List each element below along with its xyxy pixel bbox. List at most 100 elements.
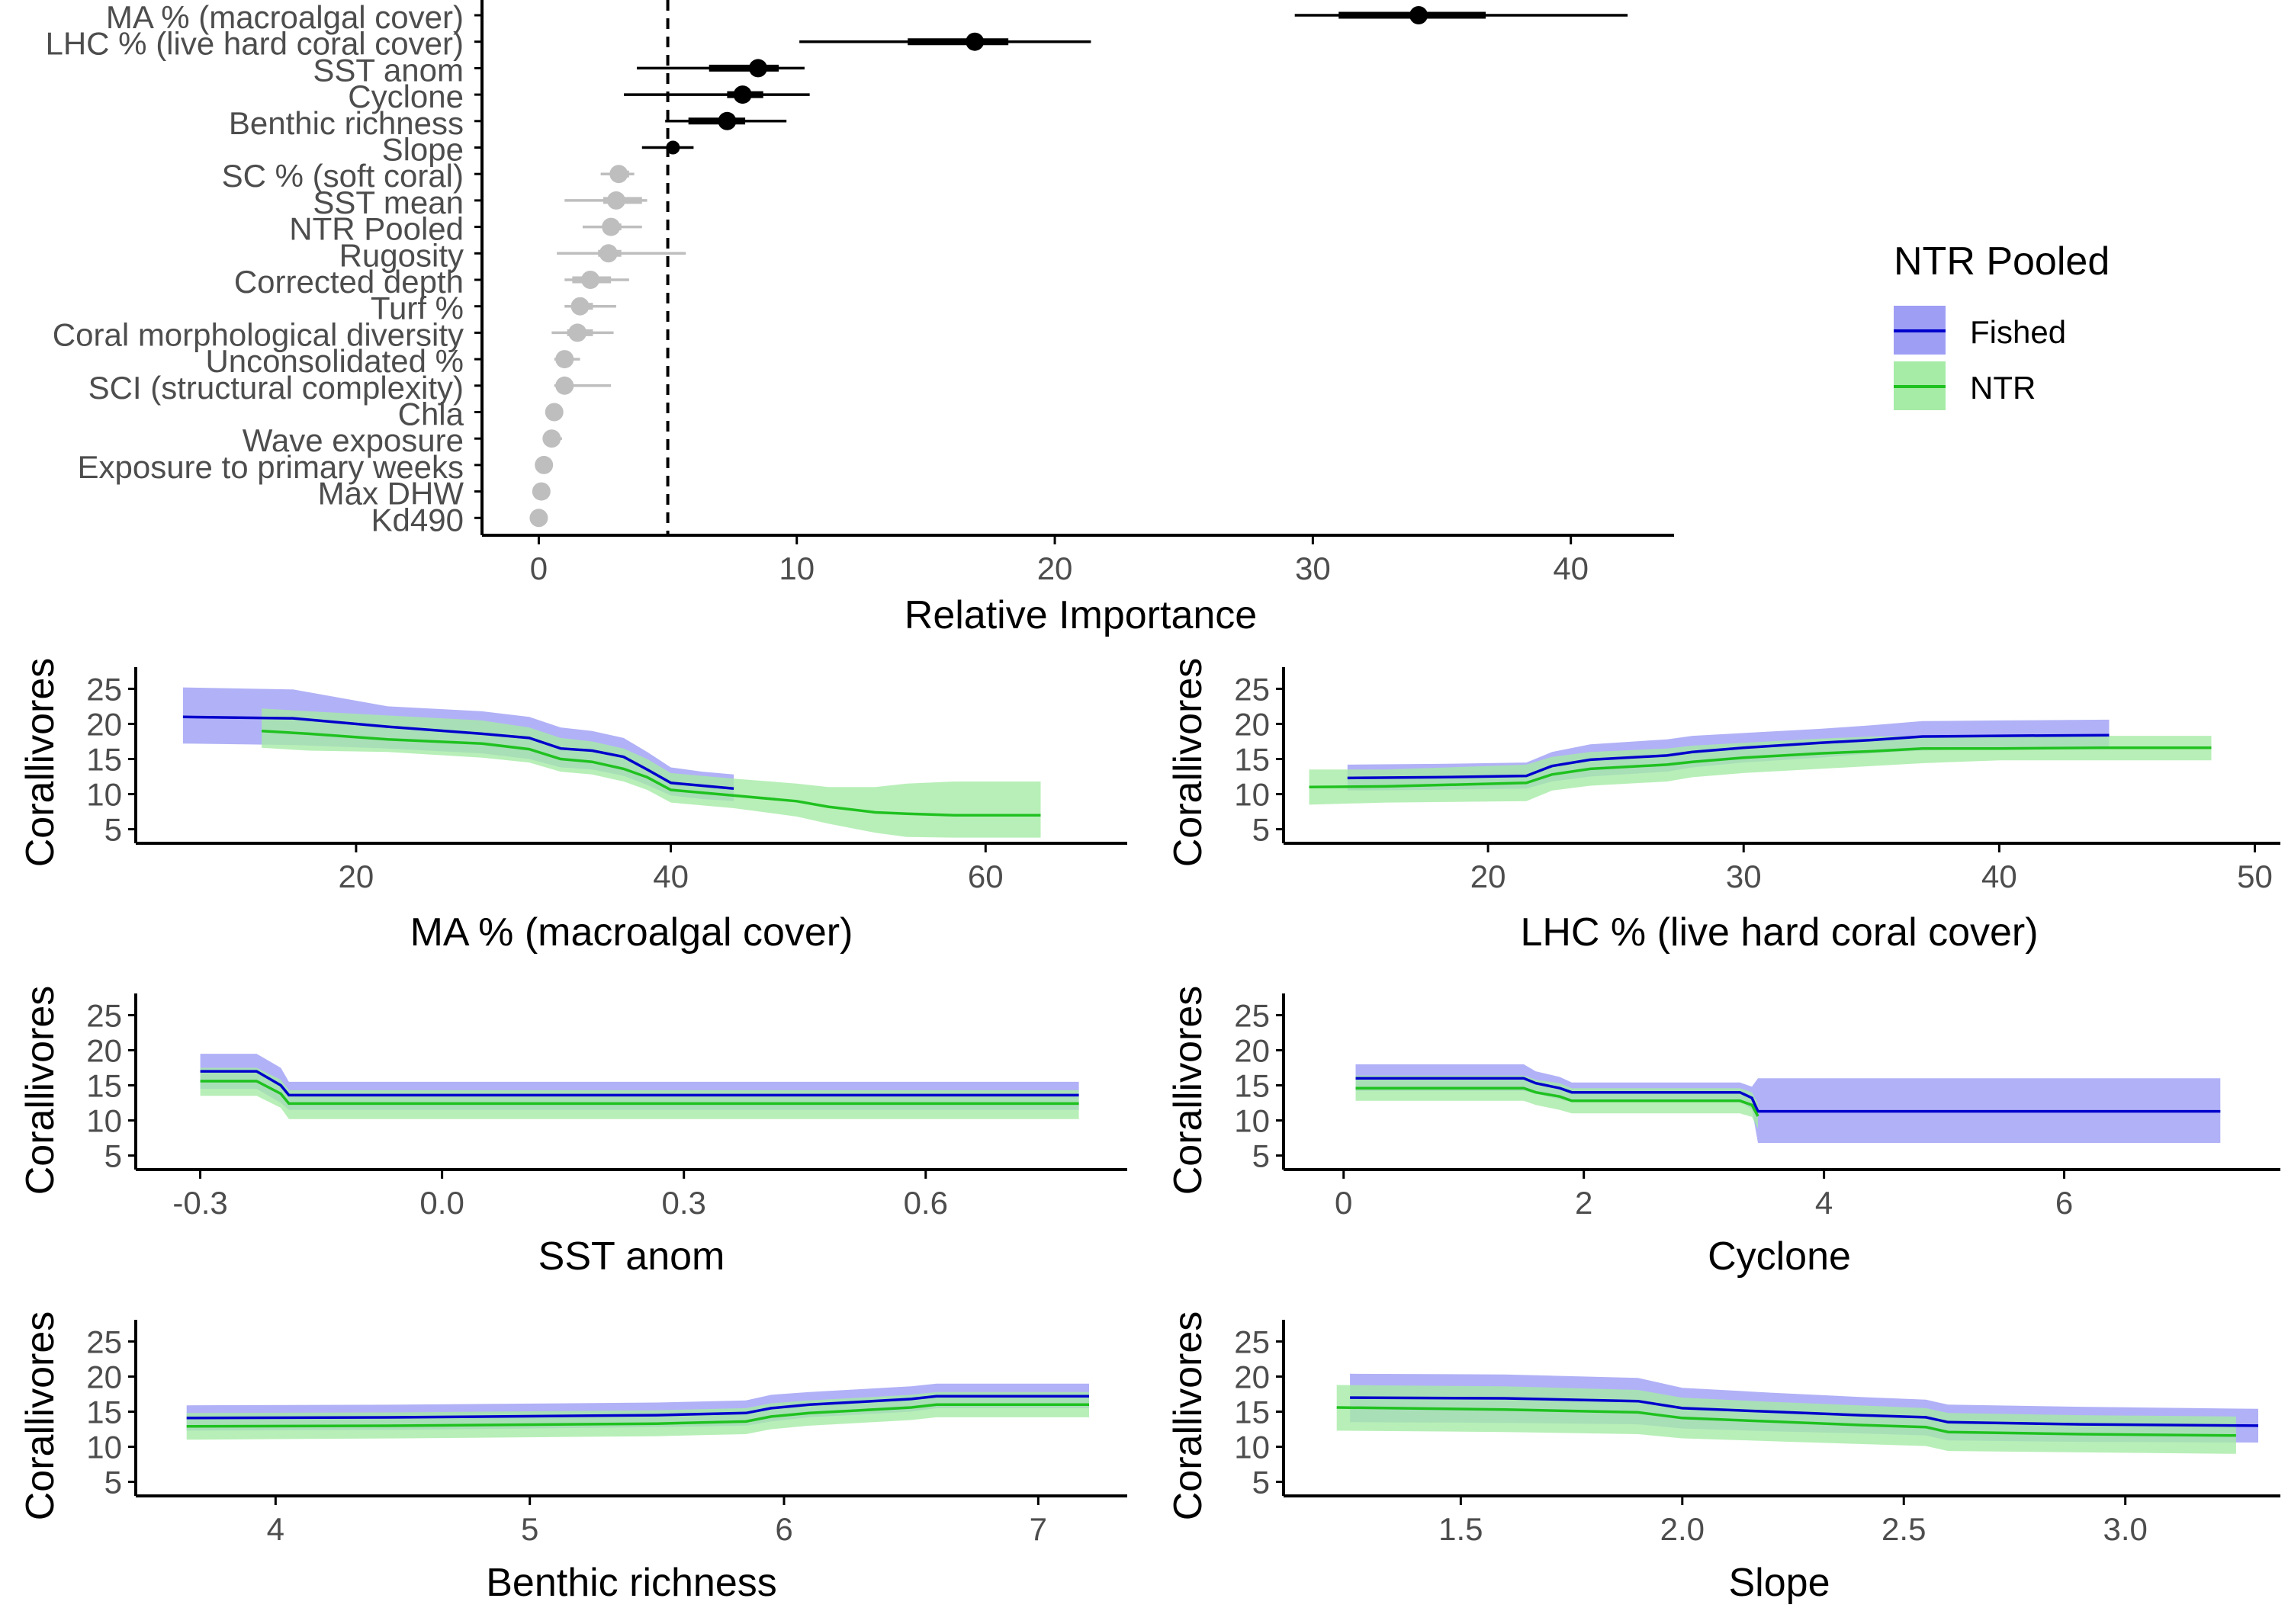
importance-x-tick-label: 40 — [1553, 550, 1589, 586]
importance-label-max-dhw: Max DHW — [318, 476, 464, 512]
importance-label-wave-exposure: Wave exposure — [243, 422, 464, 458]
cyclone-x-tick-label: 2 — [1575, 1185, 1592, 1221]
ma-macroalgal-cover-y-tick-label: 5 — [104, 812, 122, 848]
lhc-live-hard-coral-cover-x-tick-label: 40 — [1981, 859, 2017, 894]
ma-macroalgal-cover-y-tick-label: 25 — [86, 671, 122, 707]
importance-label-sci-structural-complexity: SCI (structural complexity) — [88, 370, 464, 406]
importance-label-coral-morphological-diversity: Coral morphological diversity — [53, 316, 464, 352]
importance-label-corrected-depth: Corrected depth — [234, 264, 464, 300]
importance-marks — [529, 0, 1628, 535]
importance-label-ntr-pooled: NTR Pooled — [289, 211, 464, 247]
importance-x-tick-label: 20 — [1037, 550, 1073, 586]
benthic-richness-fished-line — [186, 1395, 1089, 1420]
benthic-richness-y-tick-label: 20 — [86, 1359, 122, 1395]
benthic-richness-ntr-line — [186, 1403, 1089, 1428]
cyclone-y-tick-label: 10 — [1234, 1103, 1270, 1139]
importance-point-benthic-richness — [718, 111, 737, 130]
importance-x-tick-label: 10 — [779, 550, 815, 586]
ma-macroalgal-cover-x-tick-label: 40 — [653, 859, 689, 894]
importance-x-tick-label: 0 — [530, 550, 548, 586]
ma-macroalgal-cover-y-tick-label: 20 — [86, 706, 122, 742]
importance-x-tick-label: 30 — [1295, 550, 1331, 586]
importance-point-sci-structural-complexity — [555, 376, 574, 395]
benthic-richness-y-tick-label: 15 — [86, 1395, 122, 1430]
slope-x-tick-label: 2.5 — [1881, 1511, 1926, 1547]
benthic-richness-y-tick-label: 5 — [104, 1465, 122, 1500]
importance-point-turf — [570, 297, 590, 316]
importance-point-coral-morphological-diversity — [568, 323, 587, 342]
sst-anom-x-tick-label: 0.3 — [662, 1185, 706, 1221]
benthic-richness-x-axis-title: Benthic richness — [486, 1561, 777, 1605]
importance-point-sst-anom — [748, 59, 767, 78]
benthic-richness-x-tick-label: 4 — [267, 1511, 284, 1547]
legend-ntr-label: NTR — [1970, 370, 2036, 406]
lhc-live-hard-coral-cover-y-tick-label: 10 — [1234, 777, 1270, 813]
sst-anom-x-tick-label: 0.0 — [419, 1185, 464, 1221]
importance-point-ma-macroalgal-cover — [1409, 6, 1428, 24]
importance-label-cyclone: Cyclone — [348, 79, 464, 114]
importance-point-wave-exposure — [542, 429, 561, 448]
slope-ntr-band — [1336, 1385, 2236, 1454]
ma-macroalgal-cover-x-tick-label: 20 — [339, 859, 374, 894]
cyclone-x-axis-title: Cyclone — [1708, 1234, 1851, 1279]
cyclone-x-tick-label: 4 — [1815, 1185, 1833, 1221]
lhc-live-hard-coral-cover-y-tick-label: 5 — [1252, 812, 1270, 848]
slope-x-tick-label: 3.0 — [2103, 1511, 2147, 1547]
slope-y-tick-label: 10 — [1234, 1430, 1270, 1465]
legend: NTR Pooled Fished NTR — [1894, 239, 2110, 410]
slope-x-tick-label: 1.5 — [1438, 1511, 1483, 1547]
benthic-richness-y-tick-label: 25 — [86, 1324, 122, 1359]
importance-label-slope: Slope — [382, 132, 464, 168]
sst-anom-y-axis-title: Corallivores — [18, 986, 63, 1196]
legend-fished-label: Fished — [1970, 314, 2066, 350]
cyclone-x-tick-label: 6 — [2055, 1185, 2073, 1221]
importance-label-unconsolidated: Unconsolidated % — [205, 343, 464, 379]
benthic-richness-y-axis-title: Corallivores — [18, 1311, 63, 1521]
importance-point-unconsolidated — [555, 350, 574, 369]
lhc-y-axis-title: Corallivores — [1166, 658, 1210, 868]
importance-point-ntr-pooled — [602, 217, 621, 236]
lhc-live-hard-coral-cover-x-tick-label: 50 — [2237, 859, 2273, 894]
lhc-live-hard-coral-cover-ntr-band — [1309, 736, 2212, 805]
lhc-live-hard-coral-cover-fished-line — [1347, 733, 2110, 780]
importance-label-exposure-to-primary-weeks: Exposure to primary weeks — [77, 449, 464, 485]
benthic-richness-x-tick-label: 5 — [521, 1511, 538, 1547]
sst-anom-x-tick-label: 0.6 — [904, 1185, 948, 1221]
cyclone-fished-line — [1355, 1077, 2221, 1113]
lhc-live-hard-coral-cover-y-tick-label: 25 — [1234, 671, 1270, 707]
lhc-x-axis-title: LHC % (live hard coral cover) — [1520, 910, 2038, 955]
importance-label-sst-mean: SST mean — [313, 185, 464, 220]
importance-label-turf: Turf % — [371, 290, 464, 326]
importance-point-cyclone — [733, 85, 752, 104]
cyclone-y-axis-title: Corallivores — [1166, 986, 1210, 1196]
slope-y-tick-label: 15 — [1234, 1395, 1270, 1430]
importance-point-sc-soft-coral — [609, 165, 628, 184]
slope-fished-line — [1350, 1396, 2259, 1427]
benthic-richness-x-tick-label: 7 — [1030, 1511, 1047, 1547]
benthic-richness-x-tick-label: 6 — [775, 1511, 792, 1547]
importance-point-rugosity — [599, 244, 618, 263]
cyclone-y-tick-label: 20 — [1234, 1032, 1270, 1068]
ma-macroalgal-cover-x-tick-label: 60 — [968, 859, 1004, 894]
importance-x-axis-title: Relative Importance — [905, 593, 1257, 637]
cyclone-y-tick-label: 25 — [1234, 997, 1270, 1033]
cyclone-ntr-line — [1355, 1086, 1759, 1117]
importance-label-sc-soft-coral: SC % (soft coral) — [222, 158, 464, 194]
importance-point-chla — [545, 403, 564, 422]
benthic-richness-y-tick-label: 10 — [86, 1430, 122, 1465]
importance-label-benthic-richness: Benthic richness — [229, 105, 464, 141]
sst-anom-y-tick-label: 5 — [104, 1138, 122, 1174]
ma-macroalgal-cover-y-tick-label: 15 — [86, 742, 122, 778]
legend-title: NTR Pooled — [1894, 239, 2110, 284]
slope-y-tick-label: 5 — [1252, 1465, 1270, 1500]
lhc-live-hard-coral-cover-x-tick-label: 30 — [1726, 859, 1762, 894]
importance-label-lhc-live-hard-coral-cover: LHC % (live hard coral cover) — [45, 26, 464, 62]
